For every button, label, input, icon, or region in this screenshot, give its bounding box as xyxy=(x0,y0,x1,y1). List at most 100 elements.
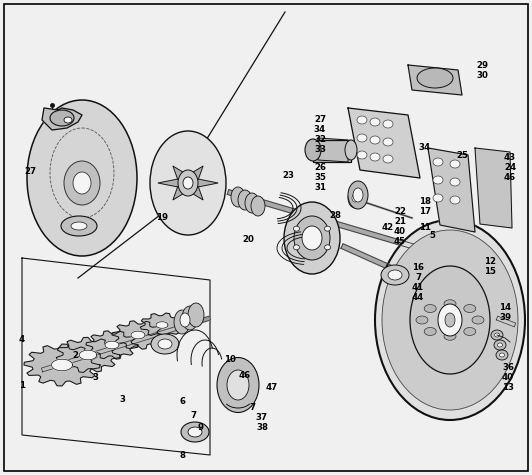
Text: 40: 40 xyxy=(502,373,514,382)
Text: 3: 3 xyxy=(92,373,98,382)
Polygon shape xyxy=(41,316,211,372)
Ellipse shape xyxy=(438,304,462,336)
Text: 5: 5 xyxy=(429,230,435,239)
Bar xyxy=(393,263,422,280)
Text: 17: 17 xyxy=(419,208,431,217)
Text: 26: 26 xyxy=(314,163,326,172)
Polygon shape xyxy=(52,359,72,371)
Ellipse shape xyxy=(345,140,357,160)
Text: 10: 10 xyxy=(224,355,236,364)
Polygon shape xyxy=(112,321,164,349)
Ellipse shape xyxy=(61,216,97,236)
Ellipse shape xyxy=(370,118,380,126)
Text: 9: 9 xyxy=(197,424,203,433)
Ellipse shape xyxy=(71,222,87,230)
Text: 19: 19 xyxy=(156,213,168,222)
Ellipse shape xyxy=(50,110,74,126)
Text: 18: 18 xyxy=(419,198,431,207)
Ellipse shape xyxy=(231,187,245,207)
Text: 31: 31 xyxy=(314,183,326,192)
Ellipse shape xyxy=(64,117,72,123)
Ellipse shape xyxy=(496,350,508,360)
Ellipse shape xyxy=(325,245,330,250)
Polygon shape xyxy=(408,65,462,95)
Ellipse shape xyxy=(450,160,460,168)
Polygon shape xyxy=(86,331,138,359)
Ellipse shape xyxy=(383,155,393,163)
Ellipse shape xyxy=(450,178,460,186)
Text: 21: 21 xyxy=(394,218,406,227)
Text: 24: 24 xyxy=(504,163,516,172)
Polygon shape xyxy=(318,138,348,162)
Polygon shape xyxy=(188,179,218,187)
Text: 7: 7 xyxy=(249,403,255,412)
Ellipse shape xyxy=(174,310,190,334)
Polygon shape xyxy=(475,148,512,228)
Text: 33: 33 xyxy=(314,145,326,154)
Ellipse shape xyxy=(381,265,409,285)
Ellipse shape xyxy=(178,170,198,196)
Text: 7: 7 xyxy=(415,274,421,283)
Ellipse shape xyxy=(284,202,340,274)
Ellipse shape xyxy=(370,153,380,161)
Ellipse shape xyxy=(188,427,202,437)
Text: 32: 32 xyxy=(314,135,326,144)
Text: 34: 34 xyxy=(419,143,431,152)
Ellipse shape xyxy=(294,245,300,250)
Polygon shape xyxy=(173,166,188,183)
Text: 16: 16 xyxy=(412,264,424,273)
Ellipse shape xyxy=(73,172,91,194)
Text: 1: 1 xyxy=(19,380,25,390)
Ellipse shape xyxy=(158,339,172,349)
Text: 23: 23 xyxy=(282,171,294,180)
Ellipse shape xyxy=(383,120,393,128)
Ellipse shape xyxy=(410,266,490,374)
Ellipse shape xyxy=(180,313,190,327)
Text: 36: 36 xyxy=(502,363,514,372)
Ellipse shape xyxy=(357,134,367,142)
Polygon shape xyxy=(131,331,145,339)
Ellipse shape xyxy=(424,327,436,335)
Text: 20: 20 xyxy=(242,236,254,245)
Text: 40: 40 xyxy=(394,228,406,237)
Ellipse shape xyxy=(150,131,226,235)
Text: 27: 27 xyxy=(24,168,36,177)
Text: 44: 44 xyxy=(412,294,424,303)
Text: 42: 42 xyxy=(382,224,394,232)
Ellipse shape xyxy=(416,316,428,324)
Text: 6: 6 xyxy=(179,398,185,407)
Ellipse shape xyxy=(302,226,322,250)
Ellipse shape xyxy=(491,330,503,340)
Polygon shape xyxy=(173,183,188,200)
Ellipse shape xyxy=(444,300,456,308)
Text: 41: 41 xyxy=(412,284,424,293)
Ellipse shape xyxy=(472,316,484,324)
Text: 38: 38 xyxy=(256,424,268,433)
Text: 4: 4 xyxy=(19,335,25,344)
Text: 28: 28 xyxy=(329,210,341,219)
Text: 25: 25 xyxy=(456,151,468,160)
Ellipse shape xyxy=(417,68,453,88)
Ellipse shape xyxy=(348,181,368,209)
Ellipse shape xyxy=(500,353,504,357)
Ellipse shape xyxy=(433,158,443,166)
Ellipse shape xyxy=(325,226,330,231)
Ellipse shape xyxy=(238,190,252,210)
Ellipse shape xyxy=(183,177,193,189)
Ellipse shape xyxy=(450,196,460,204)
Text: 46: 46 xyxy=(504,173,516,182)
Ellipse shape xyxy=(227,370,249,400)
Ellipse shape xyxy=(182,306,198,330)
Polygon shape xyxy=(158,179,188,187)
Ellipse shape xyxy=(375,220,525,420)
Ellipse shape xyxy=(188,303,204,327)
Ellipse shape xyxy=(294,216,330,260)
Ellipse shape xyxy=(27,100,137,256)
Polygon shape xyxy=(105,341,119,349)
Text: 8: 8 xyxy=(179,450,185,459)
Ellipse shape xyxy=(357,151,367,159)
Polygon shape xyxy=(348,108,420,178)
Text: 3: 3 xyxy=(119,396,125,405)
Polygon shape xyxy=(56,337,120,372)
Ellipse shape xyxy=(383,138,393,146)
